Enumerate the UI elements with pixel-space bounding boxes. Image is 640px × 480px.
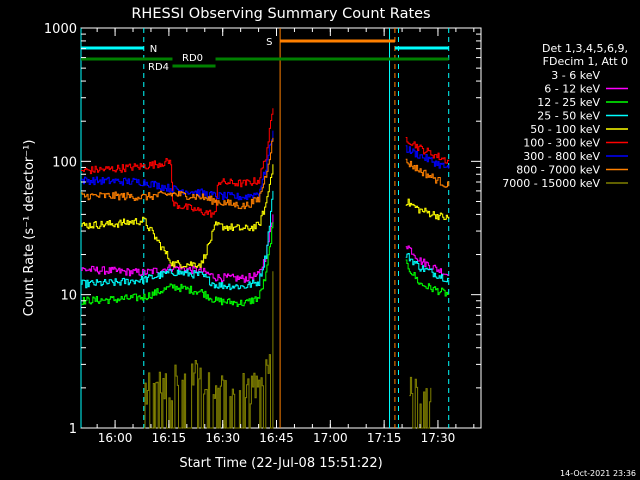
legend-header-1: FDecim 1, Att 0: [543, 55, 628, 68]
series-line-3: [81, 190, 274, 291]
legend-label-5: 100 - 300 keV: [523, 137, 600, 150]
series-6: [81, 130, 450, 201]
series-line-post-2: [405, 259, 450, 297]
series-line-7: [81, 137, 274, 210]
legend-label-1: 6 - 12 keV: [544, 83, 600, 96]
legend-label-0: 3 - 6 keV: [551, 69, 600, 82]
series-2: [81, 222, 450, 307]
axes: 16:00 16:15 16:30 16:45 17:00 17:15 17:30 1 10 10…: [44, 22, 481, 445]
decim-flag-label-rd4: RD4: [148, 62, 169, 73]
chart-title: RHESSI Observing Summary Count Rates: [131, 6, 430, 22]
series-line-0: [81, 267, 274, 330]
chart-marks: N S RD4 RD0: [80, 28, 450, 429]
series-1: [81, 214, 449, 283]
legend-label-7: 800 - 7000 keV: [516, 164, 600, 177]
x-tick-label-1: 16:15: [152, 431, 187, 445]
series-line-5: [81, 108, 274, 218]
y-tick-label-1: 10: [60, 289, 77, 304]
series-line-8: [143, 271, 274, 429]
series-line-post-6: [405, 145, 450, 169]
series-3: [81, 190, 450, 291]
legend-label-4: 50 - 100 keV: [530, 123, 600, 136]
x-axis-label: Start Time (22-Jul-08 15:51:22): [179, 456, 382, 471]
x-tick-label-6: 17:30: [421, 431, 456, 445]
series-8: [143, 271, 432, 429]
y-tick-label-2: 100: [52, 155, 77, 170]
series-5: [81, 108, 450, 218]
y-tick-label-0: 1: [69, 422, 77, 437]
x-tick-label-3: 16:45: [259, 431, 294, 445]
saa-flag-label: S: [266, 37, 272, 48]
y-axis-label: Count Rate (s⁻¹ detector⁻¹): [22, 140, 37, 317]
x-tick-label-5: 17:15: [367, 431, 402, 445]
series-line-4: [81, 164, 274, 269]
series-line-6: [81, 130, 274, 201]
series-line-1: [81, 214, 274, 283]
legend-label-3: 25 - 50 keV: [537, 110, 600, 123]
legend-label-2: 12 - 25 keV: [537, 96, 600, 109]
series-line-post-0: [405, 280, 450, 318]
x-tick-label-4: 17:00: [313, 431, 348, 445]
series-line-post-3: [405, 253, 450, 283]
series-line-post-7: [405, 158, 450, 188]
series-line-post-8: [409, 376, 432, 429]
y-tick-label-3: 1000: [44, 22, 77, 37]
legend-header-0: Det 1,3,4,5,6,9,: [542, 42, 628, 55]
series-line-post-4: [405, 198, 450, 221]
generated-timestamp: 14-Oct-2021 23:36: [560, 469, 636, 478]
legend: Det 1,3,4,5,6,9,FDecim 1, Att 03 - 6 keV…: [502, 42, 628, 190]
night-flag-label: N: [150, 44, 157, 55]
series-line-post-1: [405, 245, 449, 276]
x-tick-label-2: 16:30: [205, 431, 240, 445]
series-0: [81, 267, 450, 330]
series-7: [81, 137, 450, 210]
legend-label-6: 300 - 800 keV: [523, 150, 600, 163]
series-line-2: [81, 222, 274, 307]
x-tick-label-0: 16:00: [98, 431, 133, 445]
legend-label-8: 7000 - 15000 keV: [502, 177, 600, 190]
decim-flag-label-rd0: RD0: [182, 53, 203, 64]
series-4: [81, 164, 450, 269]
series-line-post-5: [405, 137, 450, 164]
